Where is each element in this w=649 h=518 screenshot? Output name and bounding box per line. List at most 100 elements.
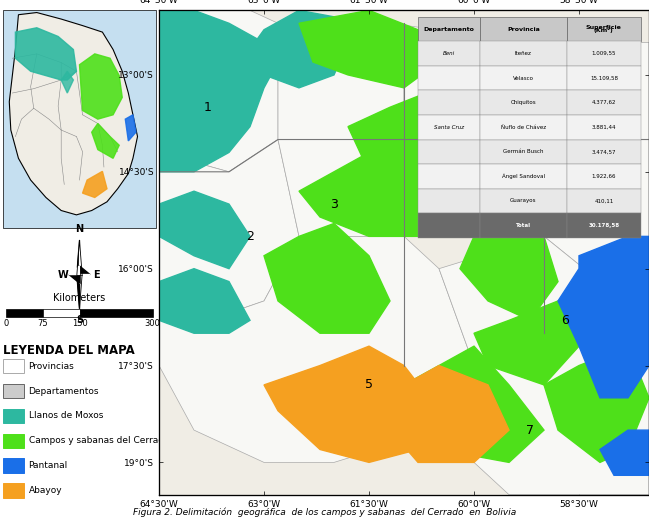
Polygon shape <box>159 10 278 172</box>
Polygon shape <box>79 275 90 283</box>
Polygon shape <box>159 191 250 269</box>
Polygon shape <box>264 346 439 463</box>
Polygon shape <box>390 366 509 463</box>
Bar <box>567 139 641 164</box>
Text: 5: 5 <box>365 379 373 392</box>
Polygon shape <box>77 240 79 275</box>
Text: Velasco: Velasco <box>513 76 534 81</box>
Text: Figura 2. Delimitación  geográfica  de los campos y sabanas  del Cerrado  en  Bo: Figura 2. Delimitación geográfica de los… <box>133 508 516 517</box>
Bar <box>418 115 480 139</box>
Text: Ángel Sandoval: Ángel Sandoval <box>502 174 545 179</box>
Bar <box>567 17 641 41</box>
Bar <box>480 66 567 91</box>
Bar <box>480 189 567 213</box>
Polygon shape <box>159 236 474 463</box>
Polygon shape <box>278 23 404 236</box>
Text: Chiquitos: Chiquitos <box>511 100 536 105</box>
Bar <box>567 189 641 213</box>
Polygon shape <box>159 10 278 172</box>
Text: 75: 75 <box>38 319 48 328</box>
Text: 1.922,66: 1.922,66 <box>592 174 616 179</box>
Bar <box>79 309 153 317</box>
Bar <box>418 213 480 238</box>
Text: E: E <box>93 269 99 280</box>
Text: Departamento: Departamento <box>423 26 474 32</box>
Text: 4.377,62: 4.377,62 <box>592 100 616 105</box>
Text: 0: 0 <box>4 319 9 328</box>
Bar <box>567 91 641 115</box>
Polygon shape <box>390 346 544 463</box>
Polygon shape <box>348 75 544 217</box>
Bar <box>567 66 641 91</box>
Text: 7: 7 <box>526 424 534 437</box>
Bar <box>3 359 24 373</box>
Polygon shape <box>159 269 250 333</box>
Text: Pantanal: Pantanal <box>29 461 68 470</box>
Text: N: N <box>75 224 84 234</box>
Text: Departamentos: Departamentos <box>29 386 99 396</box>
Text: LEYENDA DEL MAPA: LEYENDA DEL MAPA <box>3 344 135 357</box>
Text: 1: 1 <box>204 100 212 114</box>
Text: 30.178,58: 30.178,58 <box>588 223 619 228</box>
Polygon shape <box>460 217 558 320</box>
Bar <box>418 17 480 41</box>
Text: 1.009,55: 1.009,55 <box>592 51 616 56</box>
Polygon shape <box>558 236 649 398</box>
Text: 3.881,44: 3.881,44 <box>592 125 616 130</box>
Text: 6: 6 <box>561 314 569 327</box>
Bar <box>480 41 567 66</box>
Polygon shape <box>250 10 348 88</box>
Bar <box>418 189 480 213</box>
Bar <box>3 10 156 228</box>
Text: Provincia: Provincia <box>507 26 540 32</box>
Text: Campos y sabanas del Cerrado: Campos y sabanas del Cerrado <box>29 436 169 445</box>
Polygon shape <box>299 152 439 236</box>
Bar <box>567 164 641 189</box>
Polygon shape <box>82 171 107 197</box>
Polygon shape <box>299 10 439 88</box>
Polygon shape <box>264 223 390 333</box>
Bar <box>480 164 567 189</box>
Polygon shape <box>77 275 79 309</box>
Bar <box>6 309 43 317</box>
Bar <box>43 309 79 317</box>
Text: 4: 4 <box>435 210 443 223</box>
Text: Kilometers: Kilometers <box>53 293 106 303</box>
Text: 3.474,57: 3.474,57 <box>592 149 616 154</box>
Text: Beni: Beni <box>443 51 455 56</box>
Bar <box>418 91 480 115</box>
Bar <box>567 115 641 139</box>
Bar <box>3 434 24 448</box>
Bar <box>3 384 24 398</box>
Text: Ñuflo de Chávez: Ñuflo de Chávez <box>501 125 546 130</box>
Text: Iteñez: Iteñez <box>515 51 532 56</box>
Text: Provincias: Provincias <box>29 362 75 371</box>
Polygon shape <box>600 430 649 476</box>
Bar <box>3 483 24 498</box>
Text: Abayoy: Abayoy <box>29 486 62 495</box>
Bar <box>418 164 480 189</box>
Text: Superficie: Superficie <box>586 25 622 31</box>
Polygon shape <box>79 54 122 119</box>
Polygon shape <box>125 115 136 141</box>
Text: (Km²): (Km²) <box>594 27 614 33</box>
Text: Guarayos: Guarayos <box>510 198 537 204</box>
Text: Total: Total <box>516 223 531 228</box>
Text: Germán Busch: Germán Busch <box>503 149 544 154</box>
Polygon shape <box>16 28 77 80</box>
Polygon shape <box>544 346 649 463</box>
Text: W: W <box>58 269 68 280</box>
Text: Llanos de Moxos: Llanos de Moxos <box>29 411 103 421</box>
Bar <box>567 213 641 238</box>
Text: 3: 3 <box>330 197 338 211</box>
Text: Santa Cruz: Santa Cruz <box>434 125 464 130</box>
Text: 15.109,58: 15.109,58 <box>590 76 618 81</box>
Polygon shape <box>439 236 649 495</box>
Text: 300: 300 <box>145 319 160 328</box>
Bar <box>418 66 480 91</box>
Polygon shape <box>61 71 73 93</box>
Polygon shape <box>159 139 299 320</box>
Polygon shape <box>159 10 649 495</box>
Polygon shape <box>69 266 79 275</box>
Polygon shape <box>92 123 119 159</box>
